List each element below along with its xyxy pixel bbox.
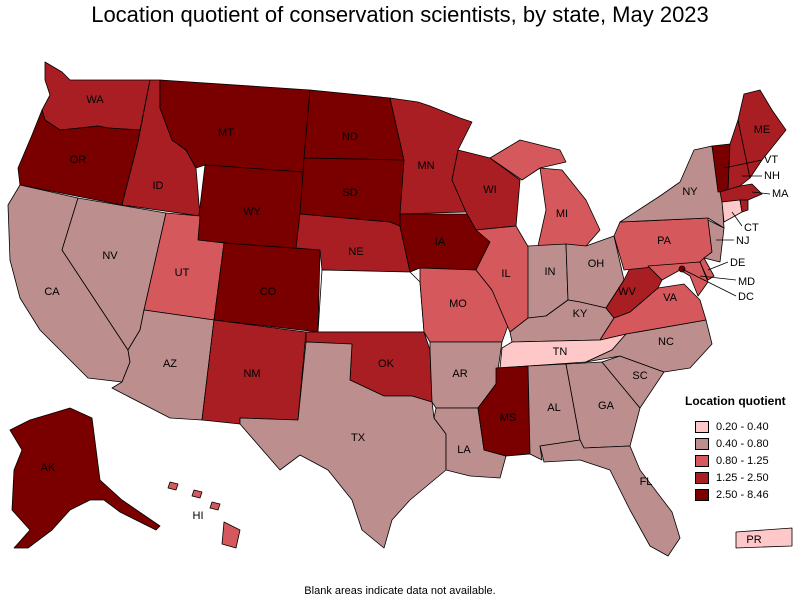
label-tn: TN bbox=[553, 346, 568, 358]
label-nd: ND bbox=[342, 131, 358, 143]
label-de: DE bbox=[730, 257, 745, 269]
state-me[interactable] bbox=[737, 89, 787, 179]
legend-title: Location quotient bbox=[685, 394, 786, 408]
label-ky: KY bbox=[573, 308, 588, 320]
legend-item: 2.50 - 8.46 bbox=[695, 488, 769, 502]
legend-swatch bbox=[695, 455, 709, 467]
label-az: AZ bbox=[163, 358, 177, 370]
state-ct[interactable] bbox=[721, 199, 743, 223]
label-oh: OH bbox=[588, 258, 605, 270]
label-ct: CT bbox=[744, 222, 759, 234]
legend-item: 0.20 - 0.40 bbox=[695, 420, 769, 434]
label-wv: WV bbox=[618, 286, 636, 298]
legend-label: 0.80 - 1.25 bbox=[716, 455, 769, 467]
label-wa: WA bbox=[86, 94, 104, 106]
label-co: CO bbox=[260, 286, 277, 298]
label-mn: MN bbox=[417, 160, 434, 172]
label-mi: MI bbox=[556, 208, 568, 220]
label-il: IL bbox=[501, 268, 510, 280]
label-sc: SC bbox=[632, 370, 647, 382]
leader-de bbox=[707, 261, 729, 271]
label-sd: SD bbox=[342, 187, 357, 199]
legend-swatch bbox=[695, 438, 709, 450]
state-ny[interactable] bbox=[619, 145, 725, 229]
label-or: OR bbox=[70, 154, 87, 166]
label-in: IN bbox=[545, 266, 556, 278]
legend-item: 1.25 - 2.50 bbox=[695, 471, 769, 485]
label-wy: WY bbox=[243, 206, 261, 218]
map-title: Location quotient of conservation scient… bbox=[91, 2, 709, 27]
label-fl: FL bbox=[640, 476, 653, 488]
legend-label: 2.50 - 8.46 bbox=[716, 489, 769, 501]
label-nh: NH bbox=[764, 170, 780, 182]
label-ca: CA bbox=[44, 286, 60, 298]
label-ok: OK bbox=[378, 358, 395, 370]
label-ny: NY bbox=[682, 186, 698, 198]
state-pr[interactable] bbox=[735, 527, 793, 549]
legend-swatch bbox=[695, 421, 709, 433]
leader-md bbox=[699, 275, 737, 281]
state-fl[interactable] bbox=[539, 439, 681, 557]
legend-swatch bbox=[695, 489, 709, 501]
label-md: MD bbox=[738, 276, 755, 288]
footnote: Blank areas indicate data not available. bbox=[304, 585, 496, 597]
label-ia: IA bbox=[435, 236, 446, 248]
state-nh[interactable] bbox=[727, 119, 751, 191]
label-ga: GA bbox=[598, 400, 615, 412]
label-mt: MT bbox=[218, 127, 234, 139]
label-vt: VT bbox=[764, 154, 778, 166]
state-ks[interactable] bbox=[317, 269, 425, 333]
leader-dc bbox=[681, 268, 737, 297]
label-nj: NJ bbox=[736, 235, 749, 247]
legend-label: 0.20 - 0.40 bbox=[716, 421, 769, 433]
leader-vt bbox=[723, 159, 763, 169]
legend-label: 0.40 - 0.80 bbox=[716, 438, 769, 450]
label-ut: UT bbox=[175, 267, 190, 279]
leader-ct bbox=[731, 211, 743, 227]
label-va: VA bbox=[663, 292, 678, 304]
label-ms: MS bbox=[500, 412, 517, 424]
label-nv: NV bbox=[102, 250, 118, 262]
label-dc: DC bbox=[738, 291, 754, 303]
label-pa: PA bbox=[657, 235, 672, 247]
state-hi[interactable] bbox=[167, 481, 241, 549]
state-ak[interactable] bbox=[9, 407, 161, 549]
legend-swatch bbox=[695, 472, 709, 484]
label-wi: WI bbox=[483, 184, 496, 196]
label-nc: NC bbox=[658, 336, 674, 348]
state-tx[interactable] bbox=[239, 341, 447, 549]
label-al: AL bbox=[547, 402, 560, 414]
label-ma: MA bbox=[772, 188, 789, 200]
state-mi[interactable] bbox=[489, 139, 601, 247]
label-me: ME bbox=[754, 124, 771, 136]
label-tx: TX bbox=[351, 432, 366, 444]
label-mo: MO bbox=[449, 298, 467, 310]
state-de[interactable] bbox=[699, 257, 715, 281]
state-ri[interactable] bbox=[739, 199, 749, 213]
label-nm: NM bbox=[243, 368, 260, 380]
label-pr: PR bbox=[746, 534, 761, 546]
label-la: LA bbox=[457, 444, 471, 456]
state-md[interactable] bbox=[647, 261, 709, 297]
label-hi: HI bbox=[193, 510, 204, 522]
legend-label: 1.25 - 2.50 bbox=[716, 472, 769, 484]
state-nd[interactable] bbox=[303, 89, 405, 161]
label-ne: NE bbox=[348, 246, 363, 258]
legend-item: 0.80 - 1.25 bbox=[695, 454, 769, 468]
legend-item: 0.40 - 0.80 bbox=[695, 437, 769, 451]
label-ar: AR bbox=[452, 368, 467, 380]
state-nj[interactable] bbox=[703, 219, 725, 263]
label-id: ID bbox=[153, 180, 164, 192]
label-ak: AK bbox=[41, 462, 56, 474]
leader-ma bbox=[751, 191, 771, 195]
